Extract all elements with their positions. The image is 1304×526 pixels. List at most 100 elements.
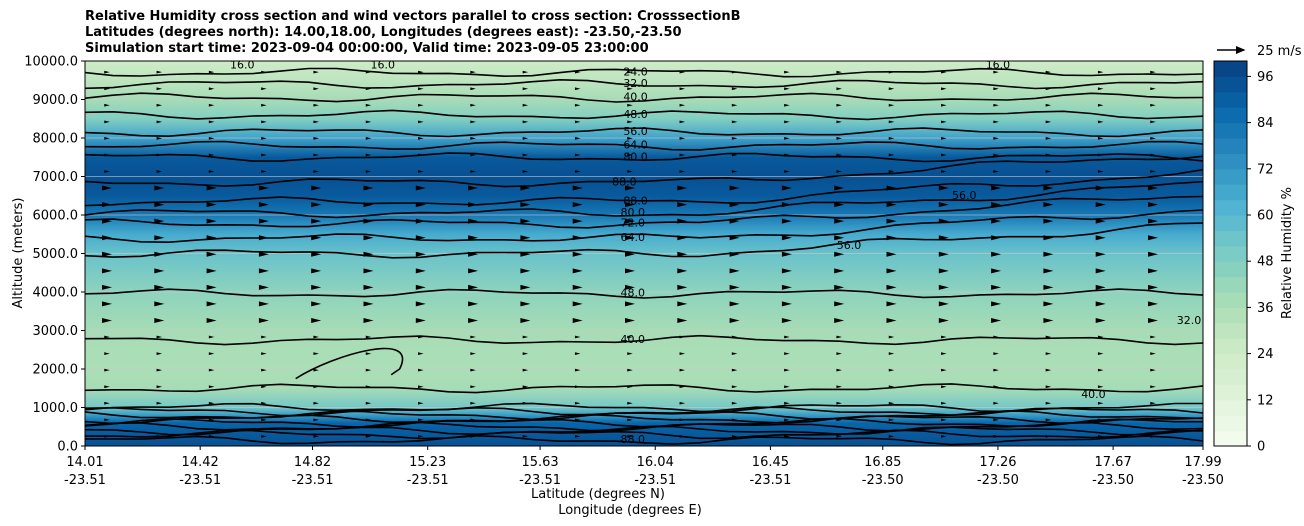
wind-vector	[258, 235, 269, 241]
wind-vector	[208, 170, 215, 173]
wind-vector	[938, 185, 949, 191]
wind-vector	[834, 317, 845, 323]
wind-vector	[415, 218, 426, 224]
wind-vector	[627, 103, 633, 107]
wind-vector	[886, 251, 897, 257]
colorbar-band	[1214, 415, 1247, 432]
wind-vector	[886, 268, 897, 274]
x-tick-label-lon: -23.51	[407, 473, 449, 488]
wind-vector	[627, 418, 633, 422]
wind-vector	[729, 218, 740, 224]
wind-vector	[311, 251, 322, 257]
wind-vector	[1148, 251, 1158, 257]
wind-vector	[784, 401, 790, 405]
wind-vector	[834, 301, 845, 307]
wind-vector	[1150, 401, 1156, 405]
wind-vector	[627, 137, 633, 140]
wind-vector	[206, 268, 217, 274]
contour-label: 88.0	[623, 195, 648, 208]
wind-vector	[363, 284, 374, 290]
wind-vector	[313, 153, 319, 157]
wind-vector	[208, 120, 215, 124]
x-tick-label-lon: -23.50	[1092, 473, 1134, 488]
wind-vector	[261, 170, 267, 173]
wind-vector	[365, 352, 372, 355]
wind-vector	[834, 185, 845, 191]
y-tick-label: 10000.0	[24, 55, 78, 70]
wind-vector	[261, 435, 267, 438]
colorbar-band	[1214, 338, 1247, 355]
y-tick-label: 7000.0	[33, 170, 79, 185]
wind-vector	[888, 368, 895, 372]
wind-vector	[993, 418, 999, 422]
wind-vector	[784, 153, 790, 157]
wind-vector	[206, 251, 217, 257]
wind-vector	[258, 301, 269, 307]
wind-vector	[781, 284, 792, 290]
wind-vector	[154, 218, 165, 224]
wind-vector	[365, 401, 372, 405]
wind-vector	[625, 235, 635, 241]
wind-vector	[572, 284, 583, 290]
wind-vector	[679, 87, 686, 91]
wind-vector	[313, 170, 319, 173]
wind-vector	[888, 103, 895, 107]
contour-line	[85, 334, 1203, 346]
wind-vector	[102, 301, 112, 307]
colorbar-tick-label: 0	[1257, 440, 1265, 455]
wind-vector	[888, 352, 895, 355]
wind-vector	[1150, 87, 1156, 91]
wind-vector	[731, 153, 738, 157]
contour-line	[85, 195, 1203, 229]
wind-vector	[938, 268, 949, 274]
wind-vector	[1095, 284, 1106, 290]
wind-vector	[261, 87, 267, 91]
wind-vector	[154, 202, 165, 208]
wind-vector	[938, 251, 949, 257]
wind-vector	[1045, 435, 1052, 438]
wind-vector	[156, 137, 163, 140]
colorbar-tick-label: 96	[1257, 70, 1274, 85]
wind-vector	[729, 301, 740, 307]
wind-vector	[574, 87, 581, 91]
wind-vector	[784, 335, 790, 339]
wind-vector	[627, 120, 633, 124]
wind-vector	[206, 284, 217, 290]
wind-vector	[208, 70, 215, 74]
wind-vector	[1095, 268, 1106, 274]
wind-vector	[208, 335, 215, 339]
wind-vector	[834, 202, 845, 208]
wind-vectors	[102, 70, 1158, 438]
wind-vector	[365, 137, 372, 140]
wind-vector	[104, 137, 110, 140]
colorbar-tick-label: 84	[1257, 116, 1274, 131]
wind-vector	[418, 368, 424, 372]
wind-vector	[418, 70, 424, 74]
wind-vector	[311, 268, 322, 274]
wind-vector	[781, 185, 792, 191]
wind-vector	[731, 435, 738, 438]
wind-vector	[522, 435, 529, 438]
contour-line	[85, 429, 1203, 440]
wind-vector	[677, 202, 688, 208]
wind-vector	[993, 170, 999, 173]
contour-label: 64.0	[621, 231, 646, 244]
wind-vector	[627, 385, 633, 389]
reference-arrow-label: 25 m/s	[1257, 44, 1302, 59]
wind-vector	[102, 317, 112, 323]
wind-vector	[679, 418, 686, 422]
wind-vector	[415, 185, 426, 191]
wind-vector	[938, 218, 949, 224]
wind-vector	[1097, 153, 1104, 157]
colorbar-tick-label: 60	[1257, 209, 1274, 224]
wind-vector	[625, 218, 635, 224]
wind-vector	[365, 120, 372, 124]
y-tick-label: 9000.0	[33, 93, 79, 108]
colorbar-band	[1214, 430, 1247, 447]
wind-vector	[574, 170, 581, 173]
wind-vector	[1148, 284, 1158, 290]
contour-line	[85, 383, 1203, 394]
wind-vector	[468, 284, 479, 290]
x-tick-label-lat: 14.42	[182, 455, 219, 470]
wind-vector	[991, 218, 1002, 224]
